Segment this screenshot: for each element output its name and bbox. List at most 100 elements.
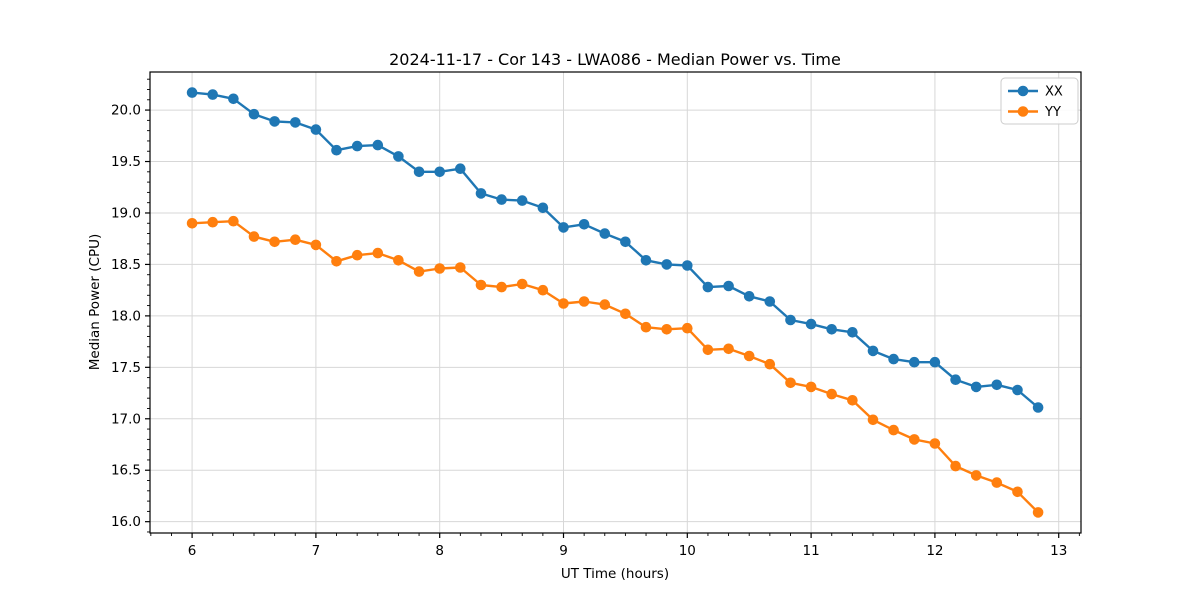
x-tick-label: 13 bbox=[1050, 543, 1067, 559]
data-point-xx bbox=[620, 236, 631, 248]
data-point-xx bbox=[702, 281, 714, 293]
data-point-yy bbox=[764, 358, 776, 370]
data-point-yy bbox=[434, 263, 446, 274]
data-point-yy bbox=[743, 350, 755, 362]
plot-border bbox=[149, 71, 1082, 534]
data-point-yy bbox=[496, 281, 507, 293]
y-tick-label: 17.0 bbox=[111, 411, 141, 427]
data-point-yy bbox=[1032, 507, 1044, 518]
data-point-xx bbox=[640, 254, 652, 266]
data-point-yy bbox=[186, 218, 198, 229]
data-point-xx bbox=[950, 374, 961, 386]
data-point-yy bbox=[682, 322, 693, 334]
x-tick-label: 8 bbox=[435, 543, 444, 559]
data-point-yy bbox=[372, 247, 384, 259]
data-point-xx bbox=[496, 194, 507, 205]
y-tick-label: 16.5 bbox=[111, 463, 141, 479]
series-layer bbox=[186, 87, 1044, 518]
y-tick-label: 19.0 bbox=[111, 205, 141, 221]
data-point-xx bbox=[743, 291, 755, 302]
data-point-yy bbox=[413, 266, 425, 277]
y-tick-label: 20.0 bbox=[111, 103, 141, 119]
data-point-xx bbox=[578, 219, 590, 230]
data-point-xx bbox=[455, 163, 466, 174]
data-point-xx bbox=[929, 356, 941, 368]
y-tick-label: 17.5 bbox=[111, 360, 141, 376]
data-point-xx bbox=[867, 345, 879, 357]
data-point-yy bbox=[475, 279, 487, 291]
data-point-yy bbox=[290, 234, 301, 245]
series-yy bbox=[186, 215, 1044, 518]
data-point-xx bbox=[186, 87, 198, 98]
data-point-yy bbox=[578, 296, 590, 307]
data-point-xx bbox=[516, 195, 528, 206]
data-point-xx bbox=[331, 144, 342, 156]
x-tick-label: 10 bbox=[679, 543, 696, 559]
data-point-xx bbox=[991, 379, 1003, 391]
data-point-yy bbox=[310, 239, 322, 251]
data-point-yy bbox=[805, 381, 817, 393]
gridlines bbox=[150, 72, 1081, 533]
data-point-yy bbox=[455, 262, 466, 273]
legend-label: XX bbox=[1045, 85, 1063, 100]
data-point-yy bbox=[537, 284, 549, 296]
series-xx bbox=[186, 87, 1044, 413]
data-point-yy bbox=[909, 434, 920, 445]
data-point-yy bbox=[516, 278, 528, 290]
data-point-xx bbox=[351, 140, 363, 152]
data-point-yy bbox=[847, 395, 858, 406]
data-point-yy bbox=[950, 460, 961, 472]
legend-marker bbox=[1017, 85, 1029, 97]
data-point-yy bbox=[991, 477, 1003, 488]
data-point-yy bbox=[640, 321, 652, 333]
x-tick-label: 9 bbox=[559, 543, 568, 559]
data-point-yy bbox=[228, 215, 239, 227]
data-point-xx bbox=[826, 324, 837, 335]
data-point-yy bbox=[785, 377, 796, 389]
data-point-xx bbox=[228, 93, 239, 105]
data-point-xx bbox=[888, 353, 899, 365]
data-point-xx bbox=[805, 318, 817, 330]
legend-item-xx: XX bbox=[1008, 85, 1063, 100]
data-point-xx bbox=[1012, 384, 1023, 396]
data-point-xx bbox=[269, 116, 280, 127]
data-point-xx bbox=[764, 296, 776, 307]
data-point-yy bbox=[248, 231, 260, 242]
data-point-yy bbox=[269, 236, 280, 248]
legend-item-yy: YY bbox=[1008, 105, 1061, 120]
data-point-xx bbox=[723, 280, 734, 292]
data-point-yy bbox=[207, 216, 218, 228]
y-tick-label: 18.5 bbox=[111, 257, 141, 273]
data-point-xx bbox=[785, 314, 796, 326]
data-point-xx bbox=[1032, 402, 1044, 413]
data-point-xx bbox=[909, 356, 920, 368]
data-point-yy bbox=[393, 254, 404, 266]
data-point-yy bbox=[331, 255, 342, 267]
axis-ticks: 6 7 8 9 10 11 12 13 16.0 16.5 17.0 17.5 18.0 18.5 19.0… bbox=[111, 78, 1080, 559]
x-tick-label: 12 bbox=[926, 543, 943, 559]
data-point-yy bbox=[1012, 486, 1023, 498]
legend-box bbox=[1000, 77, 1079, 125]
data-point-yy bbox=[970, 470, 982, 481]
data-point-yy bbox=[702, 344, 714, 356]
data-point-yy bbox=[826, 388, 837, 400]
chart-title: 2024-11-17 - Cor 143 - LWA086 - Median P… bbox=[389, 50, 841, 69]
y-axis-label: Median Power (CPU) bbox=[87, 234, 103, 370]
y-tick-label: 18.0 bbox=[111, 308, 141, 324]
data-point-xx bbox=[661, 259, 672, 270]
data-point-yy bbox=[599, 299, 611, 310]
data-point-xx bbox=[475, 188, 487, 199]
data-point-xx bbox=[847, 327, 858, 338]
data-point-xx bbox=[970, 381, 982, 393]
data-point-xx bbox=[599, 228, 611, 239]
legend: XX YY bbox=[1000, 77, 1079, 125]
data-point-xx bbox=[248, 108, 260, 120]
data-point-yy bbox=[620, 308, 631, 320]
data-point-xx bbox=[290, 117, 301, 128]
data-point-yy bbox=[558, 298, 569, 309]
data-point-yy bbox=[929, 438, 941, 449]
data-point-yy bbox=[351, 249, 363, 261]
data-point-xx bbox=[372, 139, 384, 151]
